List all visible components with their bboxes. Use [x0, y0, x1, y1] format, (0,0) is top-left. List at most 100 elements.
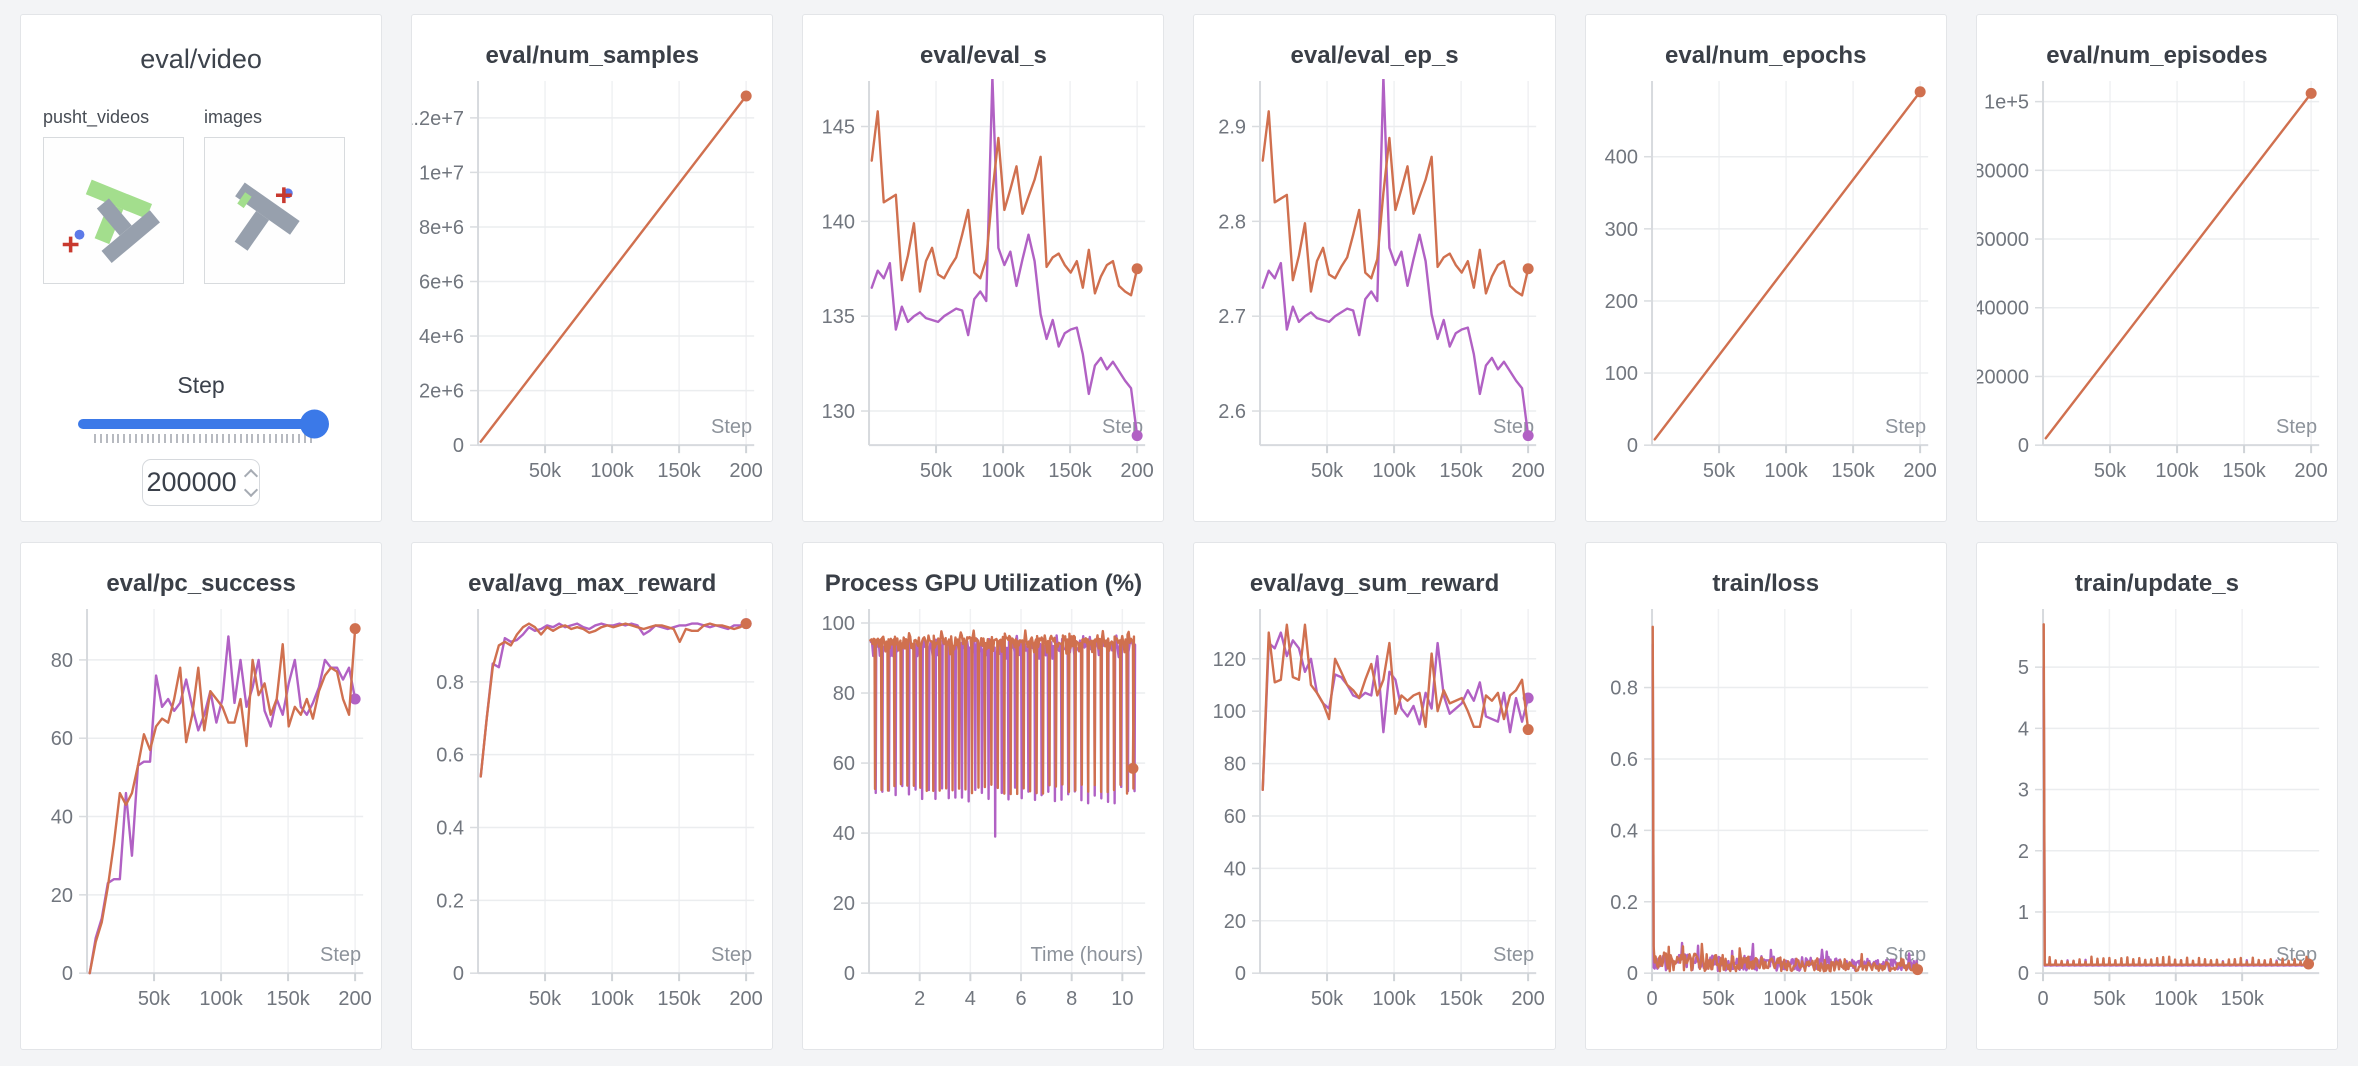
- svg-text:0: 0: [2018, 435, 2029, 457]
- svg-text:20: 20: [51, 885, 73, 907]
- svg-text:Time (hours): Time (hours): [1031, 944, 1144, 966]
- svg-text:80: 80: [1224, 754, 1246, 776]
- line-chart-train-loss[interactable]: 0 0.2 0.4 0.6 0.8 0 50k 100k 150k Step: [1586, 601, 1946, 1046]
- svg-text:50k: 50k: [138, 988, 171, 1010]
- svg-text:50k: 50k: [2094, 460, 2127, 482]
- svg-text:40000: 40000: [1977, 298, 2029, 320]
- chart-title: eval/num_samples: [485, 42, 699, 69]
- svg-text:2e+6: 2e+6: [419, 381, 464, 403]
- svg-text:Step: Step: [1493, 944, 1534, 966]
- step-number-input[interactable]: 200000: [142, 459, 261, 506]
- svg-text:Step: Step: [711, 944, 752, 966]
- svg-text:100k: 100k: [199, 988, 243, 1010]
- chart-title: Process GPU Utilization (%): [824, 570, 1143, 597]
- svg-text:Step: Step: [711, 416, 752, 438]
- line-chart-eval-eval-ep-s[interactable]: 2.6 2.7 2.8 2.9 50k 100k 150k 200 Step: [1194, 73, 1554, 518]
- chart-title: train/loss: [1712, 570, 1820, 597]
- step-slider[interactable]: [78, 409, 330, 443]
- svg-text:100k: 100k: [2154, 988, 2198, 1010]
- svg-text:150k: 150k: [266, 988, 310, 1010]
- svg-text:0.2: 0.2: [1610, 892, 1638, 914]
- panel-title: eval/video: [140, 44, 262, 74]
- svg-text:3: 3: [2018, 780, 2029, 802]
- svg-text:4e+6: 4e+6: [419, 326, 464, 348]
- svg-text:10: 10: [1112, 988, 1134, 1010]
- svg-text:100: 100: [1604, 363, 1637, 385]
- svg-text:2.8: 2.8: [1219, 211, 1247, 233]
- svg-text:6: 6: [1016, 988, 1027, 1010]
- svg-text:100k: 100k: [1373, 988, 1417, 1010]
- svg-text:60000: 60000: [1977, 229, 2029, 251]
- slider-track[interactable]: [78, 409, 330, 439]
- svg-text:100k: 100k: [2155, 460, 2199, 482]
- svg-text:100: 100: [822, 613, 855, 635]
- images-scene: [234, 182, 300, 251]
- svg-text:400: 400: [1604, 147, 1637, 169]
- svg-text:0.4: 0.4: [1610, 820, 1638, 842]
- slider-thumb[interactable]: [300, 409, 330, 439]
- panel-eval-video: eval/video pusht_videos: [20, 14, 383, 522]
- panel-eval-num-epochs: eval/num_epochs 0 100 200 300 400 50k 100k 150k…: [1584, 14, 1947, 522]
- video-thumbnail-pusht[interactable]: [43, 137, 184, 284]
- svg-text:150k: 150k: [658, 460, 702, 482]
- media-label-images: images: [204, 107, 263, 127]
- green-sliver: [237, 192, 252, 209]
- pusht-scene: [62, 179, 160, 263]
- svg-text:150k: 150k: [1440, 988, 1484, 1010]
- step-value: 200000: [146, 467, 237, 497]
- line-chart-train-update-s[interactable]: 0 1 2 3 4 5 0 50k 100k 150k Step: [1977, 601, 2337, 1046]
- svg-text:1e+7: 1e+7: [419, 162, 464, 184]
- svg-text:150k: 150k: [1049, 460, 1093, 482]
- line-chart-eval-eval-s[interactable]: 130 135 140 145 50k 100k 150k 200 Step: [803, 73, 1163, 518]
- svg-text:2: 2: [914, 988, 925, 1010]
- step-slider-label: Step: [177, 372, 225, 398]
- line-chart-eval-pc-success[interactable]: 0 20 40 60 80 50k 100k 150k 200 Step: [21, 601, 381, 1046]
- line-chart-eval-num-episodes[interactable]: 0 20000 40000 60000 80000 1e+5 50k 100k 150k 200 S…: [1977, 73, 2337, 518]
- chart-title: eval/eval_s: [920, 42, 1047, 69]
- svg-text:Step: Step: [2276, 416, 2317, 438]
- line-chart-eval-num-epochs[interactable]: 0 100 200 300 400 50k 100k 150k 200 Step: [1586, 73, 1946, 518]
- svg-text:200: 200: [2294, 460, 2327, 482]
- svg-text:60: 60: [51, 728, 73, 750]
- media-thumbnails: pusht_videos: [21, 107, 381, 284]
- svg-text:40: 40: [833, 823, 855, 845]
- svg-text:200: 200: [1512, 988, 1545, 1010]
- svg-text:0.2: 0.2: [436, 890, 464, 912]
- svg-text:120: 120: [1213, 649, 1246, 671]
- svg-text:100k: 100k: [591, 988, 635, 1010]
- svg-text:20: 20: [1224, 911, 1246, 933]
- stepper-arrows-icon[interactable]: [243, 468, 258, 498]
- panel-eval-pc-success: eval/pc_success 0 20 40 60 80 50k 100k 150k 200 S…: [20, 542, 383, 1050]
- svg-text:80: 80: [833, 683, 855, 705]
- svg-text:0.6: 0.6: [436, 745, 464, 767]
- svg-text:200: 200: [730, 460, 763, 482]
- svg-text:150k: 150k: [2220, 988, 2264, 1010]
- panel-train-update-s: train/update_s 0 1 2 3 4 5 0 50k 100k 150k Step: [1975, 542, 2338, 1050]
- chart-title: eval/num_episodes: [2046, 42, 2268, 69]
- svg-text:20: 20: [833, 893, 855, 915]
- agent-dot: [74, 229, 85, 240]
- svg-text:50k: 50k: [920, 460, 953, 482]
- line-chart-eval-avg-sum-reward[interactable]: 0 20 40 60 80 100 120 50k 100k 150k 200 Step: [1194, 601, 1554, 1046]
- panel-eval-eval-s: eval/eval_s 130 135 140 145 50k 100k 150k 200 St…: [802, 14, 1165, 522]
- svg-text:150k: 150k: [1829, 988, 1873, 1010]
- image-thumbnail[interactable]: [204, 137, 345, 284]
- svg-text:6e+6: 6e+6: [419, 272, 464, 294]
- svg-text:1.2e+7: 1.2e+7: [412, 108, 464, 130]
- target-cross-icon: [62, 236, 79, 253]
- line-chart-process-gpu-utilization[interactable]: 0 20 40 60 80 100 2 4 6 8 10 Time (hours): [803, 601, 1163, 1046]
- svg-text:200: 200: [1512, 460, 1545, 482]
- svg-text:1: 1: [2018, 902, 2029, 924]
- svg-text:140: 140: [822, 211, 855, 233]
- svg-text:0.6: 0.6: [1610, 749, 1638, 771]
- svg-text:145: 145: [822, 117, 855, 139]
- svg-text:50k: 50k: [529, 460, 562, 482]
- panel-eval-avg-sum-reward: eval/avg_sum_reward 0 20 40 60 80 100 120 50k 10…: [1193, 542, 1556, 1050]
- line-chart-eval-num-samples[interactable]: 0 2e+6 4e+6 6e+6 8e+6 1e+7 1.2e+7 50k 100k 150k 20…: [412, 73, 772, 518]
- svg-text:40: 40: [51, 807, 73, 829]
- svg-text:8e+6: 8e+6: [419, 217, 464, 239]
- line-chart-eval-avg-max-reward[interactable]: 0 0.2 0.4 0.6 0.8 50k 100k 150k 200 Step: [412, 601, 772, 1046]
- svg-text:0: 0: [1646, 988, 1657, 1010]
- media-label-pusht-videos: pusht_videos: [43, 107, 150, 127]
